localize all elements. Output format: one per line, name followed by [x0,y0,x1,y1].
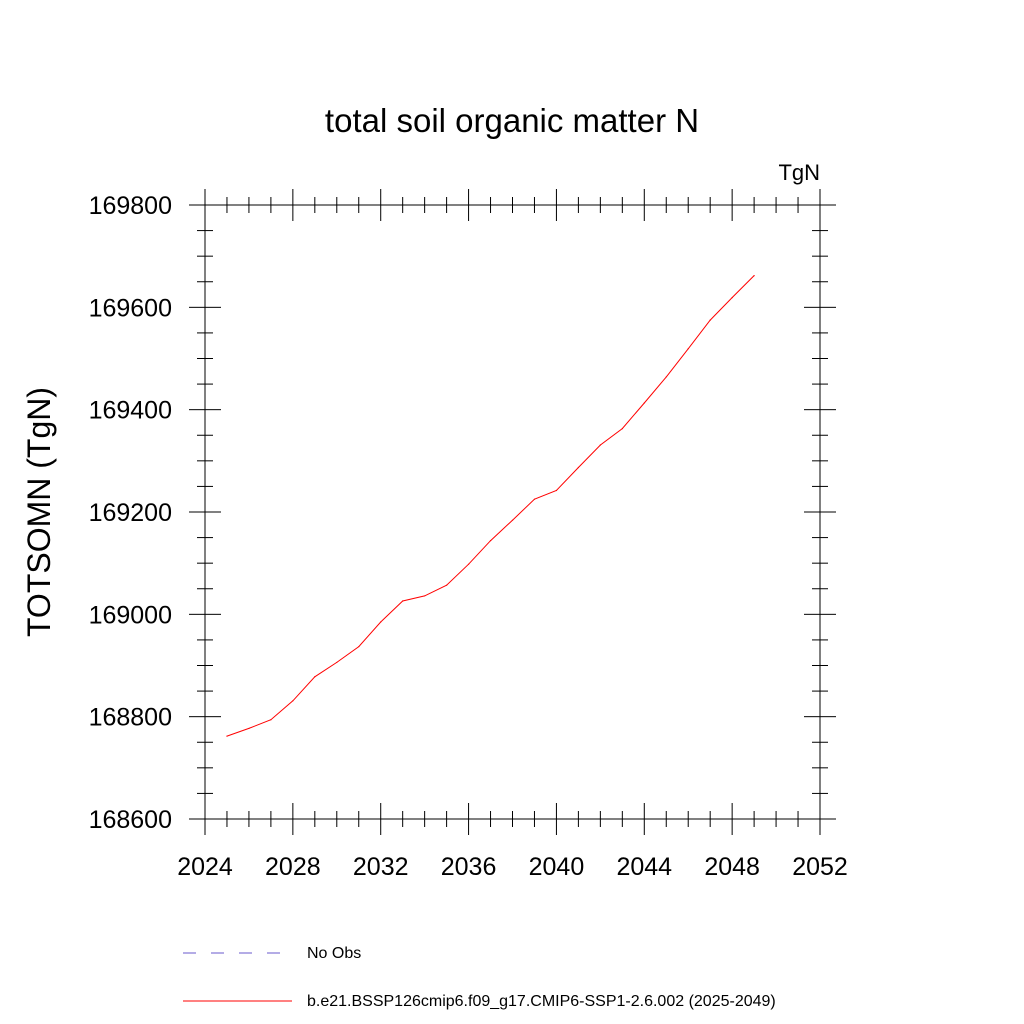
data-point [467,563,470,565]
data-point [446,584,448,586]
data-point [489,540,492,542]
data-point [621,427,623,430]
data-point [314,676,316,678]
plot-frame [204,204,821,820]
data-point [226,735,228,737]
data-point [336,661,338,664]
data-point [424,595,426,597]
x-tick-label: 2024 [177,853,233,881]
y-axis-label: TOTSOMN (TgN) [21,387,57,637]
data-point [687,348,689,350]
y-tick-label: 168800 [89,704,172,732]
data-point [599,444,601,446]
series-line [226,275,755,737]
data-point [292,700,294,702]
legend: No Obs b.e21.BSSP126cmip6.f09_g17.CMIP6-… [183,945,776,1010]
data-point [248,727,250,730]
data-point [709,319,711,321]
y-tick-label: 168600 [89,806,172,834]
data-point [555,489,558,492]
x-tick-label: 2040 [529,853,585,881]
x-tick-label: 2036 [441,853,497,881]
data-point [753,275,755,277]
data-point [511,519,514,521]
axis-ticks [189,189,836,835]
data-point [402,600,404,602]
y-tick-label: 169600 [89,294,172,322]
y-tick-label: 169000 [89,601,172,629]
legend-label-model-run: b.e21.BSSP126cmip6.f09_g17.CMIP6-SSP1-2.… [307,993,776,1010]
x-tick-label: 2028 [265,853,321,881]
x-tick-label: 2052 [792,853,848,881]
data-point [643,402,645,404]
y-tick-label: 169200 [89,499,172,527]
chart-title: total soil organic matter N [325,102,699,139]
y-tick-label: 169400 [89,397,172,425]
x-tick-label: 2048 [704,853,760,881]
data-point [577,466,579,469]
data-point [358,645,360,648]
y-tick-label: 169800 [89,192,172,220]
data-point [270,719,272,721]
legend-label-no-obs: No Obs [307,945,361,962]
series-group [226,275,755,737]
data-point [731,297,733,299]
data-point [533,498,536,500]
axis-tick-labels: 2024 2028 2032 2036 2040 2044 2048 2052 168600 16… [89,192,848,881]
units-label: TgN [778,160,820,185]
x-tick-label: 2044 [616,853,672,881]
x-tick-label: 2032 [353,853,409,881]
data-point [380,621,382,623]
data-point [665,376,667,378]
